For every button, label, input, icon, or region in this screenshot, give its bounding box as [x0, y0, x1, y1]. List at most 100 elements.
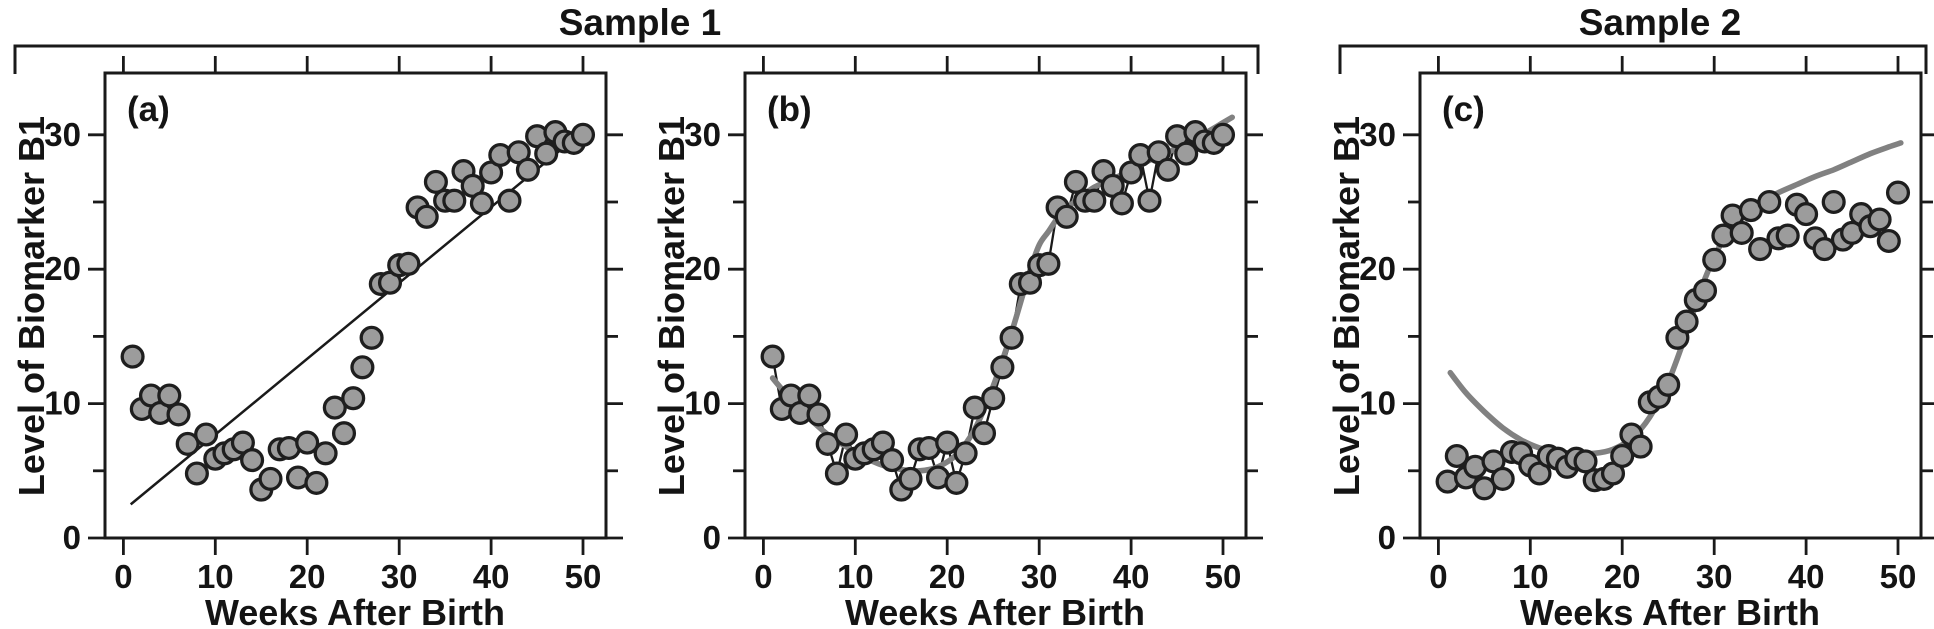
plot-frame — [103, 71, 608, 540]
data-point — [1821, 189, 1846, 215]
data-point — [350, 355, 375, 380]
x-tick-label: 20 — [929, 558, 966, 595]
x-tick-label: 10 — [1512, 558, 1549, 595]
data-point — [497, 188, 522, 213]
y-tick-label: 30 — [1359, 116, 1396, 153]
data-point — [1573, 449, 1598, 474]
y-tick-label: 10 — [44, 385, 81, 422]
data-point — [953, 441, 978, 466]
y-tick-label: 30 — [684, 116, 721, 153]
y-tick-label: 0 — [63, 519, 81, 556]
data-point — [1490, 466, 1515, 491]
y-axis-title-c: Level of Biomarker B1 — [1326, 115, 1367, 497]
data-point — [1054, 204, 1079, 229]
group-title-sample-1: Sample 1 — [558, 2, 722, 43]
data-point — [423, 169, 448, 194]
data-point — [999, 325, 1024, 350]
data-point — [1210, 122, 1236, 147]
data-point — [1444, 443, 1469, 469]
x-tick-label: 30 — [1021, 558, 1058, 595]
x-tick-label: 20 — [1604, 558, 1641, 595]
data-point — [1610, 443, 1635, 469]
plot-frame — [743, 71, 1248, 540]
data-point — [313, 441, 338, 466]
x-tick-label: 40 — [1113, 558, 1150, 595]
data-point — [1472, 476, 1497, 501]
y-tick-label: 10 — [684, 385, 721, 422]
data-point — [304, 470, 329, 495]
y-tick-label: 0 — [1378, 519, 1396, 556]
x-tick-label: 30 — [381, 558, 418, 595]
data-point — [1867, 207, 1892, 232]
data-point — [442, 188, 467, 213]
x-tick-label: 30 — [1696, 558, 1733, 595]
smooth-fit-curve — [1447, 140, 1904, 457]
y-tick-label: 20 — [1359, 250, 1396, 287]
x-axis-title-c: Weeks After Birth — [1519, 592, 1821, 629]
x-tick-label: 0 — [1429, 558, 1447, 595]
x-tick-label: 0 — [114, 558, 132, 595]
data-point — [1674, 309, 1699, 334]
group-title-sample-2: Sample 2 — [1578, 2, 1742, 43]
y-axis-title-b: Level of Biomarker B1 — [651, 115, 692, 497]
panel-c: 0 10 20 30 40 50 0 10 20 30 — [1359, 56, 1934, 595]
x-tick-label: 0 — [754, 558, 772, 595]
panel-b: 0 10 20 30 40 50 0 10 20 30 — [684, 56, 1263, 595]
x-tick-label: 50 — [1205, 558, 1242, 595]
data-point — [962, 395, 987, 420]
panel-a: 0 10 20 30 40 50 0 10 20 30 — [44, 56, 623, 595]
data-point — [414, 204, 439, 229]
linear-fit-line — [129, 125, 590, 506]
x-tick-label: 10 — [837, 558, 874, 595]
data-point — [1702, 247, 1727, 272]
data-point — [1063, 169, 1088, 194]
data-point — [760, 344, 785, 369]
data-point — [469, 191, 494, 216]
data-point — [990, 355, 1015, 380]
data-point — [935, 430, 960, 455]
data-point — [880, 448, 905, 473]
data-point — [944, 470, 969, 495]
data-point — [834, 422, 859, 447]
data-point — [1628, 434, 1653, 459]
data-point — [815, 431, 840, 456]
data-point — [359, 325, 384, 350]
data-point — [157, 383, 182, 408]
data-point — [1812, 237, 1837, 262]
y-tick-label: 20 — [684, 250, 721, 287]
data-point — [1748, 237, 1773, 262]
data-point — [295, 430, 320, 455]
data-point — [166, 402, 191, 427]
x-tick-label: 10 — [197, 558, 234, 595]
data-point — [1656, 372, 1681, 397]
data-point — [1174, 141, 1199, 166]
data-point — [120, 344, 145, 369]
data-point — [1137, 188, 1162, 213]
data-point — [175, 431, 200, 456]
data-point — [898, 466, 923, 491]
data-point — [1885, 180, 1911, 205]
y-tick-label: 10 — [1359, 385, 1396, 422]
data-point — [1692, 278, 1718, 303]
data-point — [240, 448, 265, 473]
x-axis-title-b: Weeks After Birth — [844, 592, 1146, 629]
data-point — [981, 386, 1006, 411]
data-point — [322, 395, 347, 420]
sample-2-group-bracket — [1338, 44, 1928, 74]
data-point — [1876, 228, 1901, 254]
data-point — [258, 466, 283, 491]
data-point — [1082, 188, 1107, 213]
data-point — [570, 122, 596, 147]
x-tick-label: 40 — [1788, 558, 1825, 595]
data-point — [184, 461, 209, 486]
x-tick-label: 50 — [565, 558, 602, 595]
data-point — [194, 422, 219, 447]
y-tick-label: 30 — [44, 116, 81, 153]
y-tick-label: 20 — [44, 250, 81, 287]
data-point — [797, 383, 822, 408]
data-point — [1775, 223, 1800, 248]
data-point — [331, 421, 357, 446]
data-point — [534, 141, 559, 166]
